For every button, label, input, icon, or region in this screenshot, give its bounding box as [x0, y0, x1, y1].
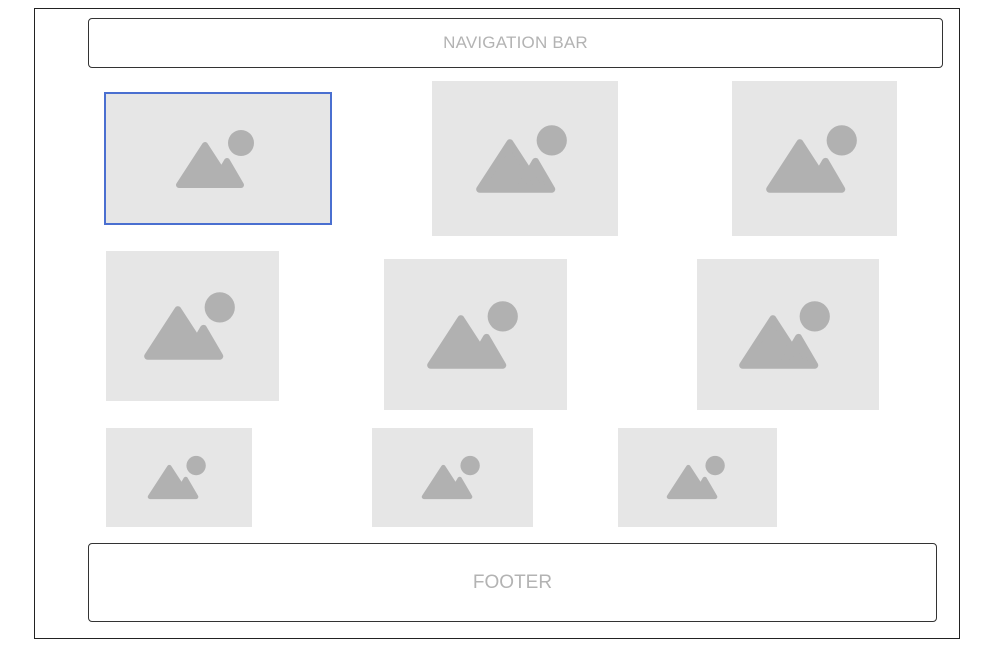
image-placeholder-3[interactable] [732, 81, 897, 236]
image-placeholder-icon [739, 300, 830, 369]
footer: FOOTER [88, 543, 937, 622]
image-placeholder-6[interactable] [697, 259, 879, 410]
image-placeholder-icon [476, 124, 567, 193]
image-placeholder-5[interactable] [384, 259, 567, 410]
image-placeholder-icon [147, 455, 206, 500]
image-placeholder-4[interactable] [106, 251, 279, 401]
image-placeholder-icon [666, 455, 725, 500]
navigation-bar-label: NAVIGATION BAR [443, 33, 588, 52]
image-placeholder-icon [765, 124, 857, 193]
image-placeholder-icon [421, 455, 480, 500]
image-placeholder-9[interactable] [618, 428, 777, 527]
image-placeholder-icon [176, 129, 254, 188]
image-placeholder-icon [143, 292, 235, 360]
wireframe-canvas [34, 8, 960, 639]
image-placeholder-2[interactable] [432, 81, 618, 236]
navigation-bar[interactable]: NAVIGATION BAR [88, 18, 943, 68]
image-placeholder-icon [426, 300, 518, 369]
image-placeholder-1[interactable] [104, 92, 332, 225]
image-placeholder-7[interactable] [106, 428, 252, 527]
image-placeholder-8[interactable] [372, 428, 533, 527]
footer-label: FOOTER [472, 571, 553, 593]
